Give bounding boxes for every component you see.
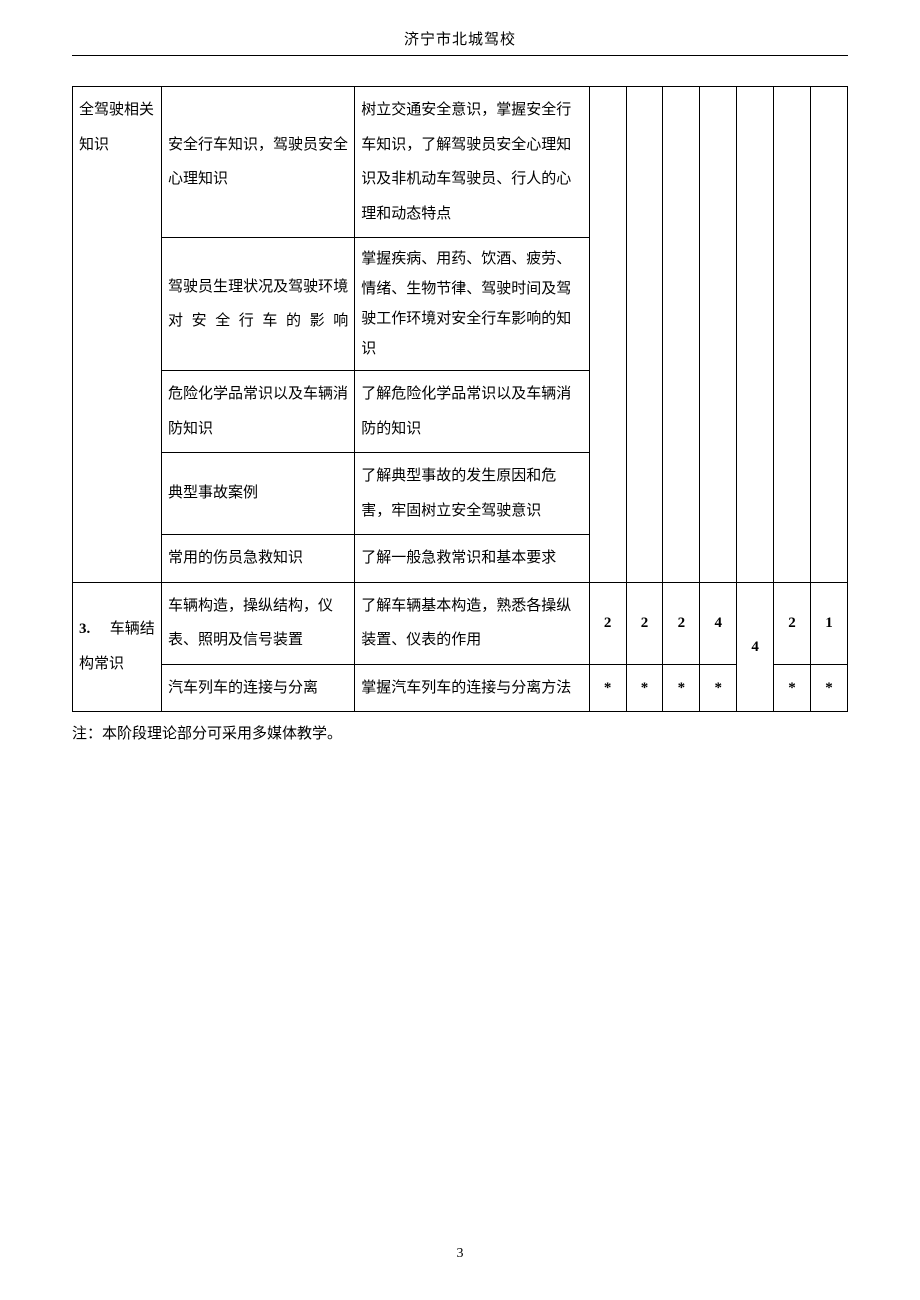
desc-cell: 掌握汽车列车的连接与分离方法 <box>355 664 589 712</box>
value-text: * <box>641 680 649 696</box>
topic-text: 汽车列车的连接与分离 <box>168 680 318 696</box>
table-row: 3. 车辆结构常识 车辆构造，操纵结构，仪表、照明及信号装置 了解车辆基本构造，… <box>73 582 848 664</box>
value-cell: * <box>663 664 700 712</box>
value-cell <box>737 87 774 583</box>
topic-cell: 安全行车知识，驾驶员安全心理知识 <box>162 87 355 238</box>
value-cell: 1 <box>811 582 848 664</box>
topic-text: 安全行车知识，驾驶员安全心理知识 <box>168 137 348 188</box>
page-number: 3 <box>0 1246 920 1262</box>
value-cell <box>774 87 811 583</box>
value-text: * <box>788 680 796 696</box>
desc-cell: 了解一般急救常识和基本要求 <box>355 535 589 583</box>
desc-text: 了解车辆基本构造，熟悉各操纵装置、仪表的作用 <box>361 598 571 649</box>
value-text: 4 <box>751 639 759 655</box>
value-cell <box>811 87 848 583</box>
topic-text: 车辆构造，操纵结构，仪表、照明及信号装置 <box>168 598 333 649</box>
desc-cell: 树立交通安全意识，掌握安全行车知识，了解驾驶员安全心理知识及非机动车驾驶员、行人… <box>355 87 589 238</box>
table-row: 汽车列车的连接与分离 掌握汽车列车的连接与分离方法 * * * * * * <box>73 664 848 712</box>
desc-text: 树立交通安全意识，掌握安全行车知识，了解驾驶员安全心理知识及非机动车驾驶员、行人… <box>361 102 571 222</box>
category-text: 全驾驶相关知识 <box>79 102 154 153</box>
value-cell: * <box>626 664 663 712</box>
topic-cell: 常用的伤员急救知识 <box>162 535 355 583</box>
page-number-text: 3 <box>457 1246 464 1261</box>
topic-cell: 典型事故案例 <box>162 453 355 535</box>
value-cell: * <box>811 664 848 712</box>
value-cell <box>700 87 737 583</box>
value-text: 2 <box>641 615 649 631</box>
desc-cell: 了解典型事故的发生原因和危害，牢固树立安全驾驶意识 <box>355 453 589 535</box>
category-cell: 全驾驶相关知识 <box>73 87 162 583</box>
value-text: * <box>825 680 833 696</box>
desc-cell: 掌握疾病、用药、饮酒、疲劳、情绪、生物节律、驾驶时间及驾驶工作环境对安全行车影响… <box>355 238 589 371</box>
desc-cell: 了解车辆基本构造，熟悉各操纵装置、仪表的作用 <box>355 582 589 664</box>
table-row: 全驾驶相关知识 安全行车知识，驾驶员安全心理知识 树立交通安全意识，掌握安全行车… <box>73 87 848 238</box>
value-cell: * <box>700 664 737 712</box>
category-label: 车辆结构常识 <box>79 621 155 672</box>
value-cell: 2 <box>589 582 626 664</box>
topic-text: 驾驶员生理状况及驾驶环境对安全行车的影响 <box>168 270 348 339</box>
category-cell: 3. 车辆结构常识 <box>73 582 162 712</box>
value-text: * <box>604 680 612 696</box>
value-cell: 4 <box>737 582 774 712</box>
desc-text: 了解典型事故的发生原因和危害，牢固树立安全驾驶意识 <box>361 468 556 519</box>
footnote: 注：本阶段理论部分可采用多媒体教学。 <box>72 722 848 746</box>
topic-cell: 驾驶员生理状况及驾驶环境对安全行车的影响 <box>162 238 355 371</box>
value-cell <box>626 87 663 583</box>
topic-cell: 车辆构造，操纵结构，仪表、照明及信号装置 <box>162 582 355 664</box>
desc-text: 了解一般急救常识和基本要求 <box>361 550 556 566</box>
value-cell <box>663 87 700 583</box>
desc-text: 掌握汽车列车的连接与分离方法 <box>361 680 571 696</box>
topic-text: 危险化学品常识以及车辆消防知识 <box>168 386 348 437</box>
topic-text: 典型事故案例 <box>168 485 258 501</box>
value-cell: 2 <box>663 582 700 664</box>
desc-text: 掌握疾病、用药、饮酒、疲劳、情绪、生物节律、驾驶时间及驾驶工作环境对安全行车影响… <box>361 251 571 357</box>
curriculum-table: 全驾驶相关知识 安全行车知识，驾驶员安全心理知识 树立交通安全意识，掌握安全行车… <box>72 86 848 712</box>
topic-text: 常用的伤员急救知识 <box>168 550 303 566</box>
value-text: * <box>678 680 686 696</box>
value-text: 4 <box>715 615 723 631</box>
header-title: 济宁市北城驾校 <box>404 32 516 48</box>
value-text: * <box>715 680 723 696</box>
value-text: 2 <box>788 615 796 631</box>
page-content: 全驾驶相关知识 安全行车知识，驾驶员安全心理知识 树立交通安全意识，掌握安全行车… <box>0 56 920 746</box>
topic-cell: 危险化学品常识以及车辆消防知识 <box>162 371 355 453</box>
page-header: 济宁市北城驾校 <box>72 0 848 56</box>
value-text: 2 <box>604 615 612 631</box>
value-cell: * <box>774 664 811 712</box>
footnote-text: 注：本阶段理论部分可采用多媒体教学。 <box>72 726 342 742</box>
desc-text: 了解危险化学品常识以及车辆消防的知识 <box>361 386 571 437</box>
value-cell: * <box>589 664 626 712</box>
value-cell: 2 <box>626 582 663 664</box>
category-num: 3. <box>79 621 90 637</box>
value-cell <box>589 87 626 583</box>
value-text: 2 <box>678 615 686 631</box>
value-cell: 2 <box>774 582 811 664</box>
value-cell: 4 <box>700 582 737 664</box>
desc-cell: 了解危险化学品常识以及车辆消防的知识 <box>355 371 589 453</box>
topic-cell: 汽车列车的连接与分离 <box>162 664 355 712</box>
value-text: 1 <box>825 615 833 631</box>
